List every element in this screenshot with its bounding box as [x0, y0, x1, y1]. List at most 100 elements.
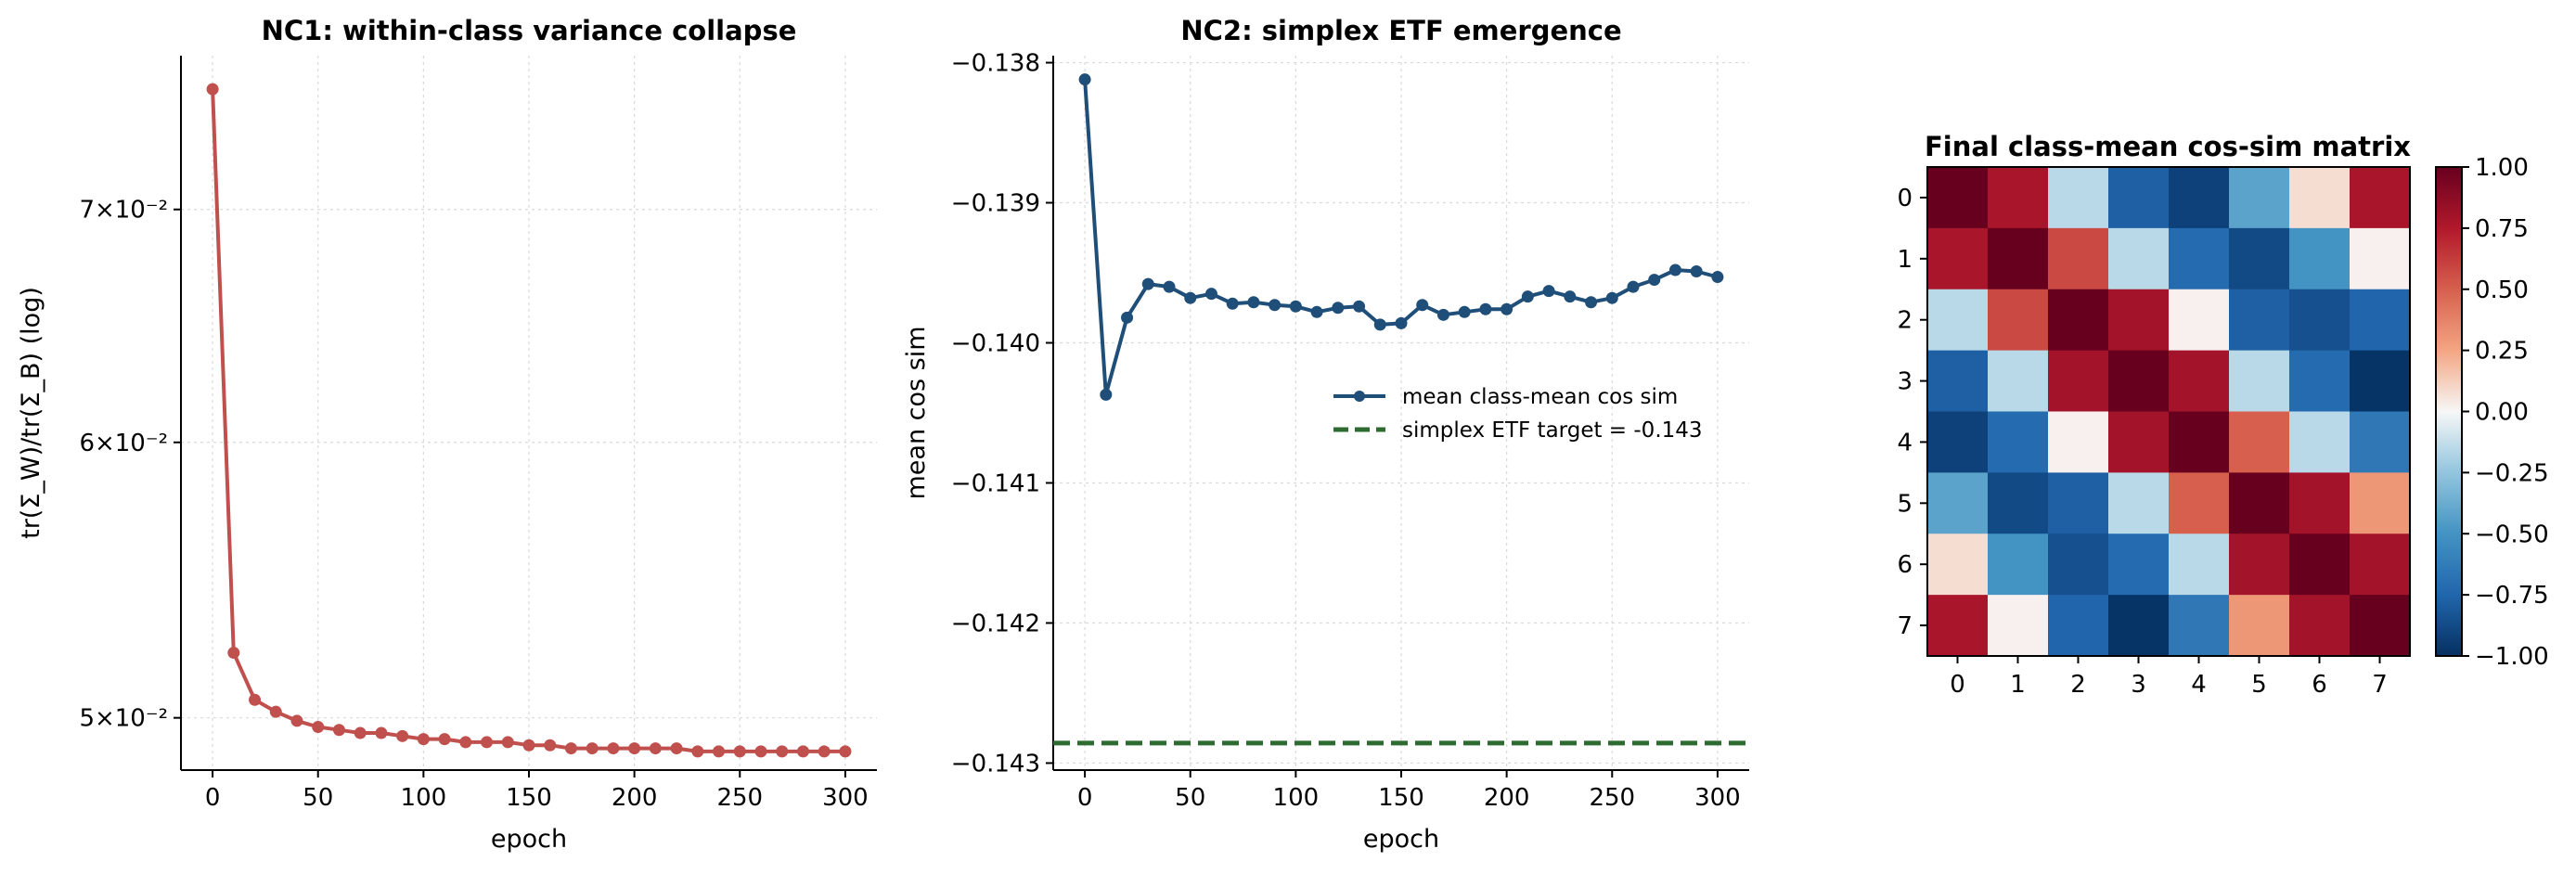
data-point: [1605, 291, 1618, 304]
heatmap-cell: [2289, 533, 2351, 596]
heatmap-cell: [2229, 472, 2290, 534]
heatmap-cell: [2169, 595, 2230, 657]
y-tick-label: −0.142: [951, 610, 1040, 637]
colorbar-tick-label: 1.00: [2475, 154, 2529, 182]
data-point: [1373, 318, 1386, 331]
heatmap-ticks: 0 1 2 3 4 5 6 7 0 1 2 3 4 5 6 7: [1897, 185, 2387, 699]
heatmap-cell: [2289, 167, 2351, 229]
data-point: [564, 742, 577, 755]
x-tick-label: 0: [1077, 784, 1093, 812]
data-point: [290, 714, 303, 727]
heatmap-x-tick-label: 3: [2131, 671, 2146, 699]
heatmap-cell: [2169, 167, 2230, 229]
heatmap-x-tick-label: 1: [2010, 671, 2026, 699]
heatmap-cell: [1988, 595, 2049, 657]
colorbar-tick-label: 0.25: [2475, 338, 2529, 366]
heatmap-cell: [2048, 350, 2109, 413]
data-point: [1226, 297, 1239, 310]
heatmap-cell: [1988, 472, 2049, 534]
data-point: [839, 745, 852, 758]
data-point: [1458, 305, 1471, 318]
x-tick-label: 50: [1175, 784, 1205, 812]
data-point: [354, 726, 367, 739]
heatmap-cell: [1927, 289, 1989, 352]
heatmap-cell: [2289, 227, 2351, 290]
nc2-grid: [1053, 56, 1749, 770]
heatmap-cell: [2229, 167, 2290, 229]
heatmap-y-tick-label: 3: [1897, 368, 1913, 396]
x-tick-label: 250: [1589, 784, 1635, 812]
x-tick-label: 200: [612, 784, 658, 812]
heatmap-cell: [1927, 472, 1989, 534]
data-point: [459, 736, 472, 749]
nc2-ticks: 0 50 100 150 200 250 300 −0.138 −0.139 −0.140 −0.1…: [951, 50, 1741, 812]
heatmap-cell: [1988, 411, 2049, 473]
data-point: [269, 705, 282, 718]
y-tick-label: 7×10⁻²: [79, 197, 168, 225]
data-point: [796, 745, 809, 758]
x-tick-label: 50: [303, 784, 333, 812]
y-tick-label: −0.141: [951, 469, 1040, 497]
heatmap-cell: [2350, 227, 2411, 290]
x-tick-label: 300: [1694, 784, 1741, 812]
data-point: [1184, 291, 1197, 304]
cos-sim-heatmap-panel: Final class-mean cos-sim matrix 0 1 2 3 4 5 6 7…: [1897, 131, 2548, 699]
heatmap-cell: [2169, 289, 2230, 352]
data-point: [1395, 316, 1408, 329]
heatmap-title: Final class-mean cos-sim matrix: [1925, 131, 2411, 162]
data-point: [1668, 263, 1681, 276]
heatmap-cell: [1927, 533, 1989, 596]
nc2-legend: mean class-mean cos sim simplex ETF targ…: [1333, 385, 1703, 443]
heatmap-x-tick-label: 0: [1950, 671, 1965, 699]
data-point: [1521, 290, 1534, 303]
colorbar-tick-label: −0.50: [2475, 521, 2549, 548]
data-point: [733, 745, 746, 758]
data-point: [522, 739, 535, 752]
nc2-xlabel: epoch: [1363, 825, 1439, 854]
y-tick-label: −0.143: [951, 750, 1040, 778]
heatmap-cell: [2350, 167, 2411, 229]
data-point: [1204, 288, 1217, 301]
heatmap-cell: [2350, 411, 2411, 473]
legend-label-mean-cos: mean class-mean cos sim: [1402, 385, 1678, 409]
data-point: [206, 83, 219, 96]
nc2-title: NC2: simplex ETF emergence: [1180, 15, 1621, 46]
data-point: [818, 745, 831, 758]
heatmap-cell: [2048, 533, 2109, 596]
heatmap-cell: [2108, 289, 2170, 352]
heatmap-cell: [2350, 533, 2411, 596]
heatmap-cell: [2229, 411, 2290, 473]
heatmap-cell: [1927, 167, 1989, 229]
heatmap-cell: [1988, 533, 2049, 596]
heatmap-cell: [2108, 411, 2170, 473]
data-point: [776, 745, 789, 758]
x-tick-label: 0: [205, 784, 221, 812]
heatmap-cells: [1927, 167, 2411, 657]
legend-marker-mean-cos: [1354, 391, 1365, 402]
nc1-ticks: 0 50 100 150 200 250 300 7×10⁻² 6×10⁻² 5×10⁻²: [79, 197, 868, 812]
heatmap-cell: [2108, 227, 2170, 290]
heatmap-cell: [1988, 289, 2049, 352]
heatmap-cell: [2108, 350, 2170, 413]
x-tick-label: 150: [1378, 784, 1424, 812]
heatmap-cell: [1988, 227, 2049, 290]
data-point: [1711, 271, 1724, 284]
colorbar-tick-label: 0.75: [2475, 215, 2529, 243]
heatmap-cell: [2048, 472, 2109, 534]
data-point: [1501, 302, 1513, 315]
data-point: [1353, 300, 1366, 313]
heatmap-cell: [2169, 227, 2230, 290]
colorbar-tick-label: −0.25: [2475, 459, 2549, 487]
data-point: [417, 733, 430, 746]
heatmap-cell: [2229, 227, 2290, 290]
colorbar-ticks: 1.00 0.75 0.50 0.25 0.00 −0.25 −0.50 −0.75 −1.00: [2462, 154, 2549, 671]
heatmap-cell: [2048, 289, 2109, 352]
data-point: [1627, 280, 1640, 293]
data-point: [227, 647, 240, 660]
data-point: [1585, 296, 1598, 309]
heatmap-cell: [2289, 411, 2351, 473]
heatmap-cell: [1988, 167, 2049, 229]
data-point: [649, 742, 662, 755]
heatmap-cell: [2108, 533, 2170, 596]
